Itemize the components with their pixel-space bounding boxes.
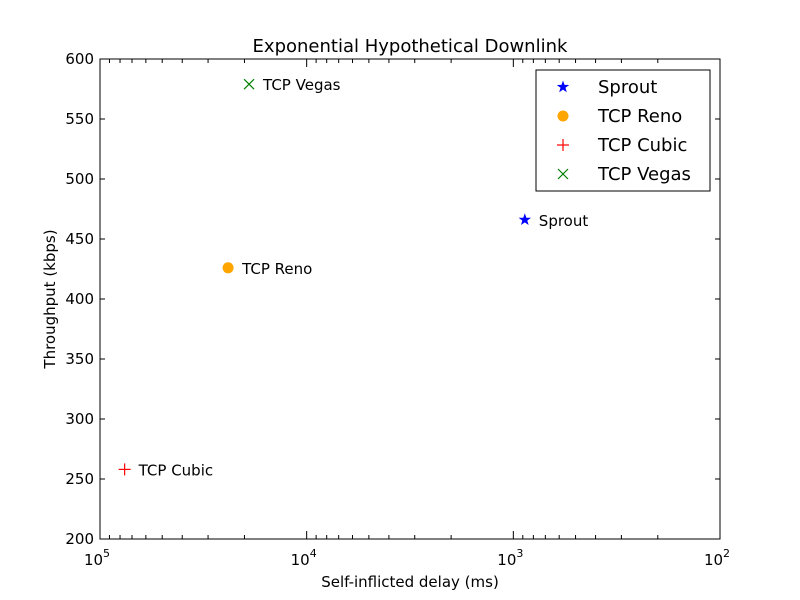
data-point-sprout — [518, 213, 531, 226]
y-tick-label: 550 — [65, 110, 94, 128]
data-label-tcp-vegas: TCP Vegas — [262, 76, 341, 94]
x-tick-exponent: 4 — [310, 547, 317, 560]
legend-marker-tcp-reno — [557, 110, 569, 122]
x-tick-exponent: 3 — [516, 547, 523, 560]
data-label-sprout: Sprout — [539, 212, 589, 230]
x-axis-label: Self-inflicted delay (ms) — [321, 573, 499, 591]
y-tick-label: 200 — [65, 530, 94, 548]
x-tick-label: 102 — [704, 547, 730, 569]
legend-label-tcp-reno: TCP Reno — [597, 106, 682, 127]
y-tick-label: 250 — [65, 470, 94, 488]
y-tick-label: 450 — [65, 230, 94, 248]
legend-marker-tcp-vegas — [557, 168, 569, 180]
legend-label-sprout: Sprout — [598, 77, 657, 98]
data-point-tcp-vegas — [243, 78, 255, 90]
y-tick-label: 600 — [65, 50, 94, 68]
x-stroke-2 — [243, 78, 255, 90]
y-tick-label: 400 — [65, 290, 94, 308]
x-stroke-2 — [557, 168, 569, 180]
legend-label-tcp-cubic: TCP Cubic — [597, 135, 687, 156]
x-tick-label: 104 — [291, 547, 317, 569]
legend-marker-sprout — [556, 80, 570, 93]
x-tick-exponent: 5 — [103, 547, 110, 560]
legend: Sprout TCP Reno TCP Cubic TCP Vegas — [535, 69, 711, 192]
x-tick-exponent: 2 — [723, 547, 730, 560]
data-label-tcp-cubic: TCP Cubic — [138, 461, 214, 479]
chart-title: Exponential Hypothetical Downlink — [253, 36, 568, 57]
data-label-tcp-reno: TCP Reno — [241, 260, 312, 278]
x-tick-label: 103 — [497, 547, 523, 569]
y-tick-label: 350 — [65, 350, 94, 368]
y-tick-label: 300 — [65, 410, 94, 428]
x-tick-base: 10 — [497, 551, 516, 569]
marks-layer: Sprout TCP Reno TCP Cubic TCP Vegas — [118, 76, 589, 479]
legend-label-tcp-vegas: TCP Vegas — [597, 164, 691, 185]
x-tick-label: 105 — [84, 547, 110, 569]
x-tick-base: 10 — [704, 551, 723, 569]
y-axis-label: Throughput (kbps) — [41, 229, 59, 369]
x-tick-base: 10 — [84, 551, 103, 569]
data-point-tcp-cubic — [118, 463, 131, 476]
y-tick-label: 500 — [65, 170, 94, 188]
plot-frame — [99, 58, 721, 540]
data-point-tcp-reno — [222, 262, 234, 274]
legend-marker-tcp-cubic — [557, 139, 569, 151]
x-tick-base: 10 — [291, 551, 310, 569]
